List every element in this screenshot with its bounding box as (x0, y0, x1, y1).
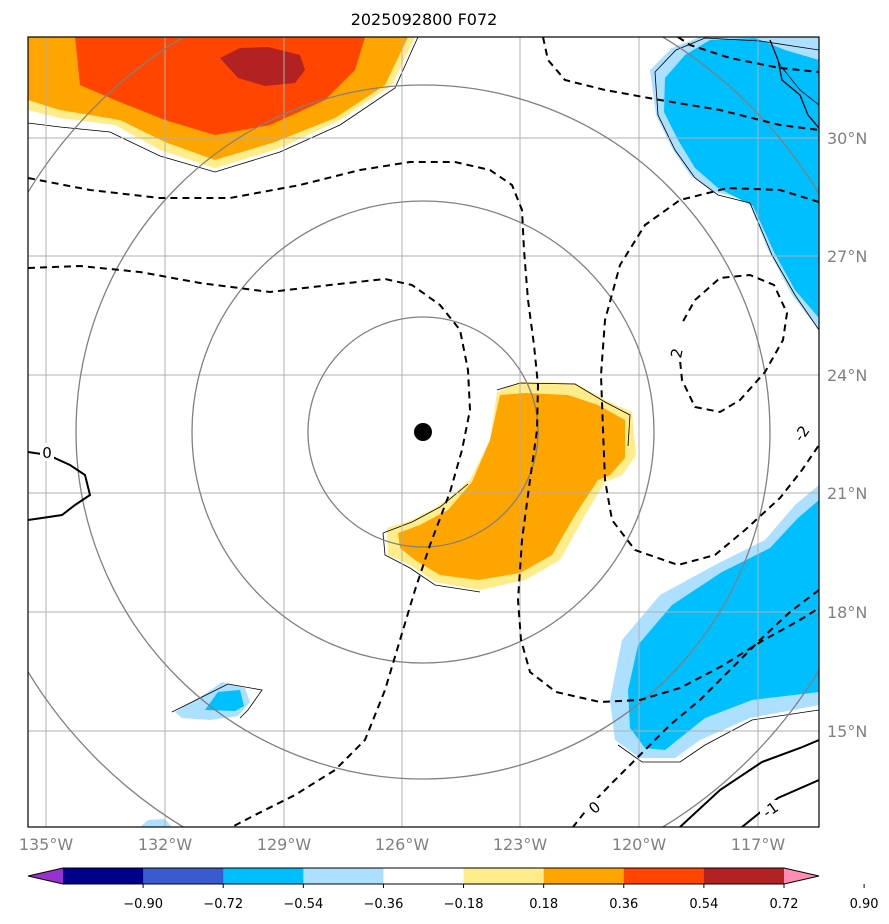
lat-label: 30°N (827, 129, 867, 148)
colorbar-tick-label: −0.90 (123, 897, 163, 912)
colorbar: −0.90 −0.72 −0.54 −0.36 −0.18 0.18 0.36 0.54 0.7… (27, 867, 879, 912)
colorbar-tick-label: 0.72 (770, 897, 799, 912)
colorbar-swatches (28, 868, 819, 884)
plot-area: 0 2 -2 0 -1 (28, 37, 819, 827)
colorbar-swatch (143, 868, 224, 884)
colorbar-swatch (463, 868, 545, 884)
lat-label: 27°N (827, 247, 867, 266)
latitude-labels: 30°N 27°N 24°N 21°N 18°N 15°N (827, 129, 867, 741)
colorbar-swatch (623, 868, 705, 884)
colorbar-tick-label: 0.90 (850, 897, 879, 912)
storm-center-marker (414, 423, 432, 441)
colorbar-extend-min (28, 868, 63, 884)
colorbar-swatch (223, 868, 304, 884)
gridlines (28, 37, 819, 827)
lon-label: 120°W (612, 835, 667, 854)
contour-label-two: 2 (667, 347, 687, 360)
lon-label: 135°W (19, 835, 74, 854)
colorbar-tick-label: 0.18 (529, 897, 558, 912)
colorbar-tick-label: −0.72 (203, 897, 243, 912)
colorbar-swatch (703, 868, 785, 884)
lon-label: 132°W (138, 835, 193, 854)
dashed-contours (28, 37, 819, 827)
lat-label: 18°N (827, 603, 867, 622)
contour-labels: 0 2 -2 0 -1 (40, 344, 813, 821)
range-rings (28, 37, 819, 827)
colorbar-ticks: −0.90 −0.72 −0.54 −0.36 −0.18 0.18 0.36 0.54 0.7… (123, 884, 879, 912)
lat-label: 21°N (827, 484, 867, 503)
longitude-labels: 135°W 132°W 129°W 126°W 123°W 120°W 117°… (19, 835, 786, 854)
colorbar-tick-label: 0.36 (609, 897, 638, 912)
colorbar-swatch (63, 868, 144, 884)
colorbar-swatch (383, 868, 465, 884)
lat-label: 24°N (827, 366, 867, 385)
lat-label: 15°N (827, 722, 867, 741)
lon-label: 129°W (257, 835, 312, 854)
plot-frame (27, 36, 820, 828)
colorbar-tick-label: −0.54 (283, 897, 323, 912)
colorbar-outline (27, 867, 820, 885)
lon-label: 117°W (731, 835, 786, 854)
colorbar-swatch (303, 868, 384, 884)
contour-label-zero-west: 0 (42, 444, 52, 462)
colorbar-tick-label: 0.54 (689, 897, 718, 912)
colorbar-extend-max (784, 868, 819, 884)
colorbar-tick-label: −0.36 (364, 897, 404, 912)
shading-outlines (28, 37, 819, 763)
lon-label: 126°W (375, 835, 430, 854)
colorbar-swatch (543, 868, 625, 884)
colorbar-tick-label: −0.18 (444, 897, 484, 912)
map-title: 2025092800 F072 (351, 10, 498, 29)
lon-label: 123°W (493, 835, 548, 854)
solid-contours (28, 39, 819, 827)
